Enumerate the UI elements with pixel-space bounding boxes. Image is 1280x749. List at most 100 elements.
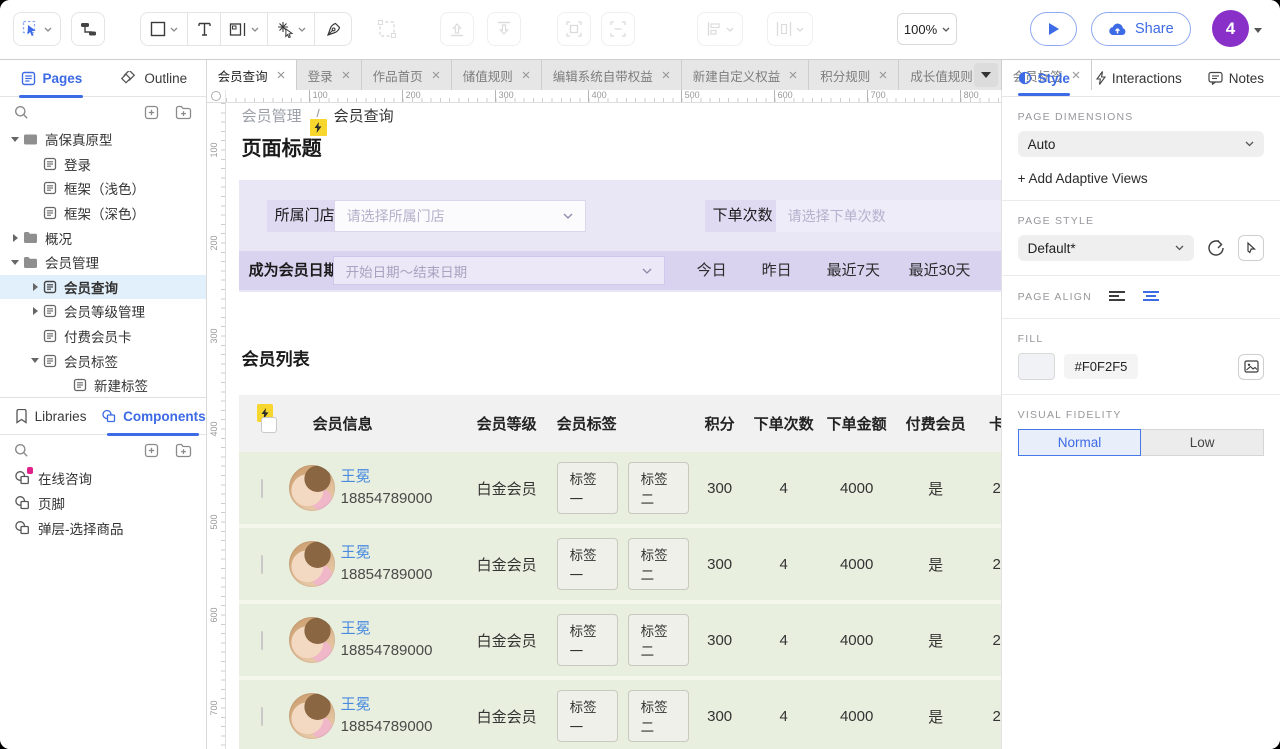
member-name-link[interactable]: 王冕 [340, 544, 371, 562]
expanded-arrow-icon[interactable] [31, 358, 39, 364]
tree-item-member-mgmt-folder[interactable]: 会员管理 [0, 250, 206, 275]
select-styled-widgets-button[interactable] [1238, 235, 1264, 261]
preview-button[interactable] [1030, 12, 1077, 46]
design-canvas[interactable]: 会员管理 / 会员查询 页面标题 所属门店 请选择所属门店 下单次数 [225, 103, 1001, 749]
breadcrumb-parent[interactable]: 会员管理 [241, 108, 302, 125]
align-center-icon[interactable] [1142, 290, 1160, 304]
tab-pages[interactable]: Pages [0, 60, 103, 98]
table-row[interactable]: 王冕 18854789000 白金会员 标签一 标签二 300 4 4000 是 2 [238, 604, 1001, 680]
collapsed-arrow-icon[interactable] [32, 282, 38, 291]
close-tab-icon[interactable] [879, 71, 887, 79]
tab-notes[interactable]: Notes [1208, 60, 1264, 96]
account-avatar[interactable]: 4 [1212, 10, 1249, 47]
doc-tab-new-custom-benefit[interactable]: 新建自定义权益 [682, 60, 810, 90]
tree-item-member-tags[interactable]: 会员标签 [0, 348, 206, 373]
tree-item-frame-dark[interactable]: 框架（深色） [0, 201, 206, 226]
collapsed-arrow-icon[interactable] [32, 307, 38, 316]
select-all-checkbox[interactable] [260, 417, 277, 433]
fill-hex-value[interactable]: #F0F2F5 [1063, 354, 1139, 379]
close-tab-icon[interactable] [522, 71, 530, 79]
tree-item-prototype-root[interactable]: 高保真原型 [0, 127, 206, 152]
add-folder-icon[interactable] [175, 105, 192, 120]
member-tag-button[interactable]: 标签一 [556, 538, 618, 590]
store-filter-select[interactable]: 请选择所属门店 [333, 200, 586, 232]
quick-filter-yesterday[interactable]: 昨日 [761, 262, 792, 279]
row-checkbox[interactable] [260, 554, 263, 574]
tab-components[interactable]: Components [101, 398, 206, 436]
collapsed-arrow-icon[interactable] [12, 233, 18, 242]
fill-image-button[interactable] [1238, 353, 1264, 380]
rectangle-tool-button[interactable] [140, 12, 188, 46]
orders-filter-input[interactable]: 请选择下单次数 [775, 200, 1001, 232]
doc-tab-stored-value-rules[interactable]: 储值规则 [452, 60, 542, 90]
member-tag-button[interactable]: 标签一 [556, 462, 618, 514]
search-icon[interactable] [14, 105, 29, 120]
fidelity-low-option[interactable]: Low [1141, 429, 1265, 456]
align-left-icon[interactable] [1108, 290, 1126, 304]
component-item-popup-select-goods[interactable]: 弹层-选择商品 [0, 515, 206, 540]
member-tag-button[interactable]: 标签一 [556, 614, 618, 666]
tree-item-paid-member-card[interactable]: 付费会员卡 [0, 324, 206, 349]
pen-tool-button[interactable] [314, 12, 352, 46]
add-folder-icon[interactable] [175, 443, 192, 458]
row-checkbox[interactable] [260, 706, 263, 726]
close-tab-icon[interactable] [662, 71, 670, 79]
close-tab-icon[interactable] [342, 71, 350, 79]
expanded-arrow-icon[interactable] [11, 136, 19, 142]
member-name-link[interactable]: 王冕 [340, 620, 371, 638]
member-name-link[interactable]: 王冕 [340, 696, 371, 714]
tree-item-frame-light[interactable]: 框架（浅色） [0, 176, 206, 201]
expanded-arrow-icon[interactable] [11, 259, 19, 265]
account-menu-chevron-icon[interactable] [1254, 28, 1262, 33]
page-style-dropdown[interactable]: Default* [1017, 235, 1194, 261]
search-icon[interactable] [14, 443, 29, 458]
fill-color-swatch[interactable] [1017, 353, 1055, 380]
tree-item-login[interactable]: 登录 [0, 152, 206, 177]
close-tab-icon[interactable] [277, 71, 285, 79]
tab-overflow-dropdown[interactable] [973, 63, 998, 87]
close-tab-icon[interactable] [432, 71, 440, 79]
member-name-link[interactable]: 王冕 [340, 468, 371, 486]
zoom-level-dropdown[interactable]: 100% [897, 13, 957, 45]
doc-tab-points-rules[interactable]: 积分规则 [809, 60, 900, 90]
apply-style-button[interactable] [1203, 235, 1229, 261]
component-item-online-consult[interactable]: 在线咨询 [0, 465, 206, 490]
text-tool-button[interactable] [187, 12, 221, 46]
frame-tool-button[interactable] [220, 12, 268, 46]
member-tag-button[interactable]: 标签二 [627, 538, 689, 590]
table-row[interactable]: 王冕 18854789000 白金会员 标签一 标签二 300 4 4000 是 2 [238, 528, 1001, 604]
member-tag-button[interactable]: 标签一 [556, 690, 618, 742]
component-item-footer[interactable]: 页脚 [0, 490, 206, 515]
tab-style[interactable]: Style [1017, 60, 1070, 96]
tab-outline[interactable]: Outline [103, 60, 206, 96]
doc-tab-member-query[interactable]: 会员查询 [206, 60, 297, 90]
doc-tab-login[interactable]: 登录 [297, 60, 362, 90]
quick-filter-last7days[interactable]: 最近7天 [826, 262, 880, 279]
table-row[interactable]: 王冕 18854789000 白金会员 标签一 标签二 300 4 4000 是 2 [238, 452, 1001, 528]
magic-shape-tool-button[interactable] [267, 12, 315, 46]
row-checkbox[interactable] [260, 478, 263, 498]
add-page-icon[interactable] [144, 105, 159, 120]
date-range-select[interactable]: 开始日期～结束日期 [332, 256, 665, 285]
fidelity-normal-option[interactable]: Normal [1017, 429, 1142, 456]
member-tag-button[interactable]: 标签二 [627, 690, 689, 742]
quick-filter-today[interactable]: 今日 [696, 262, 727, 279]
close-tab-icon[interactable] [1072, 71, 1080, 79]
tab-interactions[interactable]: Interactions [1095, 60, 1182, 96]
share-button[interactable]: Share [1091, 12, 1191, 46]
member-tag-button[interactable]: 标签二 [627, 614, 689, 666]
tree-item-overview-folder[interactable]: 概况 [0, 225, 206, 250]
row-checkbox[interactable] [260, 630, 263, 650]
connector-tool-button[interactable] [71, 12, 105, 46]
page-dimensions-dropdown[interactable]: Auto [1017, 131, 1264, 157]
member-tag-button[interactable]: 标签二 [627, 462, 689, 514]
table-row[interactable]: 王冕 18854789000 白金会员 标签一 标签二 300 4 4000 是 2 [238, 680, 1001, 749]
add-component-icon[interactable] [144, 443, 159, 458]
close-tab-icon[interactable] [789, 71, 797, 79]
select-tool-button[interactable] [13, 12, 61, 46]
doc-tab-home[interactable]: 作品首页 [362, 60, 452, 90]
add-adaptive-views-link[interactable]: + Add Adaptive Views [1017, 171, 1148, 186]
tab-libraries[interactable]: Libraries [0, 398, 101, 434]
tree-item-member-query-selected[interactable]: 会员查询 [0, 274, 206, 300]
tree-item-new-tag[interactable]: 新建标签 [0, 373, 206, 397]
